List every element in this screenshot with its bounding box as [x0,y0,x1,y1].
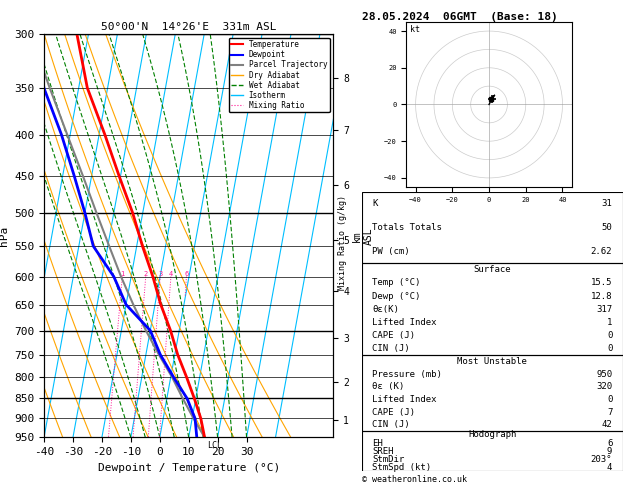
Title: 50°00'N  14°26'E  331m ASL: 50°00'N 14°26'E 331m ASL [101,22,277,32]
Text: 15.5: 15.5 [591,278,612,288]
Text: Pressure (mb): Pressure (mb) [372,370,442,379]
Text: 9: 9 [607,447,612,456]
Text: θε (K): θε (K) [372,382,404,391]
Text: © weatheronline.co.uk: © weatheronline.co.uk [362,474,467,484]
Text: 1: 1 [120,271,125,277]
Text: EH: EH [372,438,383,448]
Text: PW (cm): PW (cm) [372,247,409,256]
Text: Mixing Ratio (g/kg): Mixing Ratio (g/kg) [338,195,347,291]
Text: 317: 317 [596,305,612,314]
Text: 950: 950 [596,370,612,379]
Text: 3: 3 [158,271,162,277]
Text: 0: 0 [607,331,612,340]
Text: 6: 6 [184,271,189,277]
Text: CIN (J): CIN (J) [372,345,409,353]
Text: 42: 42 [601,420,612,429]
Text: 31: 31 [601,199,612,208]
Text: Temp (°C): Temp (°C) [372,278,421,288]
Text: Most Unstable: Most Unstable [457,357,527,366]
Text: StmDir: StmDir [372,455,404,464]
Text: 203°: 203° [591,455,612,464]
Text: CIN (J): CIN (J) [372,420,409,429]
Text: 50: 50 [601,223,612,232]
Bar [362,192,623,263]
Text: 2: 2 [143,271,148,277]
X-axis label: Dewpoint / Temperature (°C): Dewpoint / Temperature (°C) [97,463,280,473]
Text: θε(K): θε(K) [372,305,399,314]
Legend: Temperature, Dewpoint, Parcel Trajectory, Dry Adiabat, Wet Adiabat, Isotherm, Mi: Temperature, Dewpoint, Parcel Trajectory… [229,38,330,112]
Text: 12.8: 12.8 [591,292,612,301]
Bar [362,263,623,355]
Text: 6: 6 [607,438,612,448]
Text: 28.05.2024  06GMT  (Base: 18): 28.05.2024 06GMT (Base: 18) [362,12,557,22]
Text: 7: 7 [607,408,612,417]
Text: 1: 1 [607,318,612,327]
Text: 0: 0 [607,345,612,353]
Text: LCL: LCL [208,441,223,450]
Text: Lifted Index: Lifted Index [372,318,437,327]
Text: SREH: SREH [372,447,394,456]
Y-axis label: km
ASL: km ASL [352,227,374,244]
Text: 0: 0 [607,395,612,404]
Text: K: K [372,199,377,208]
Bar [362,355,623,431]
Text: Surface: Surface [474,265,511,274]
Text: 320: 320 [596,382,612,391]
Bar [362,431,623,471]
Text: 2.62: 2.62 [591,247,612,256]
Text: Lifted Index: Lifted Index [372,395,437,404]
Text: kt: kt [409,25,420,34]
Text: StmSpd (kt): StmSpd (kt) [372,463,431,472]
Text: Hodograph: Hodograph [468,431,516,439]
Text: CAPE (J): CAPE (J) [372,408,415,417]
Text: 4: 4 [169,271,173,277]
Y-axis label: hPa: hPa [0,226,9,246]
Text: Totals Totals: Totals Totals [372,223,442,232]
Text: Dewp (°C): Dewp (°C) [372,292,421,301]
Text: 4: 4 [607,463,612,472]
Text: CAPE (J): CAPE (J) [372,331,415,340]
